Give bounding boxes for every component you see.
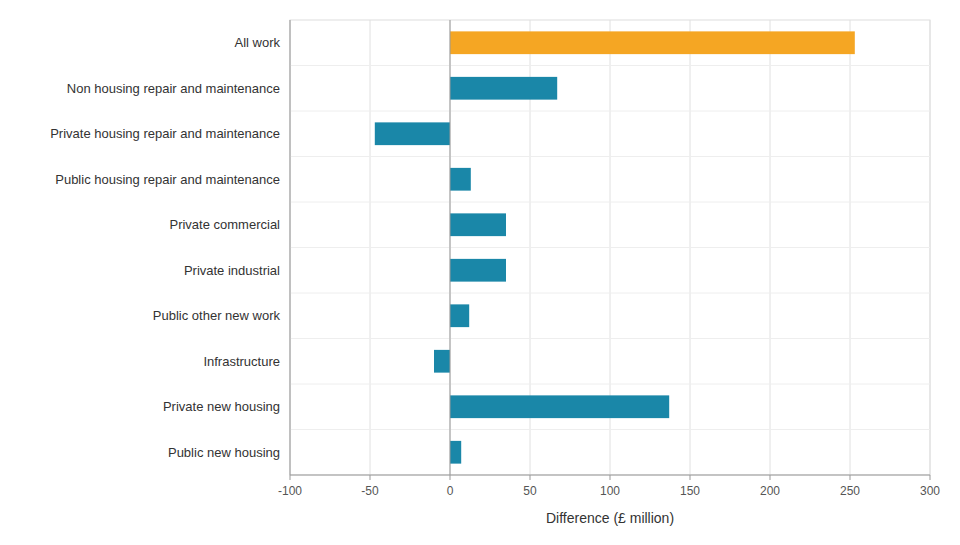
y-axis-line xyxy=(290,20,291,475)
zero-line xyxy=(450,20,451,475)
chart-container: -100 -50 0 50 100 150 200 250 300 All work Non hou… xyxy=(0,0,960,545)
tick-label: -100 xyxy=(278,484,302,498)
chart-svg: -100 -50 0 50 100 150 200 250 300 All work Non hou… xyxy=(0,0,960,545)
tick-label: -50 xyxy=(361,484,379,498)
category-label: Private industrial xyxy=(184,263,280,278)
plot-area xyxy=(290,20,930,475)
category-label: Public new housing xyxy=(168,445,280,460)
category-label: Public housing repair and maintenance xyxy=(55,172,280,187)
page: {"chart_data": {"type": "bar", "orientat… xyxy=(0,0,960,545)
tick-label: 300 xyxy=(920,484,940,498)
grid-line xyxy=(450,20,451,475)
tick-mark xyxy=(450,475,451,480)
category-label: Private commercial xyxy=(169,217,280,232)
row-divider xyxy=(290,384,930,385)
row-divider xyxy=(290,338,930,339)
category-label: Non housing repair and maintenance xyxy=(67,81,280,96)
y-labels: All work Non housing repair and maintenan… xyxy=(50,35,280,460)
tick-label: 250 xyxy=(840,484,860,498)
tick-label: 50 xyxy=(523,484,537,498)
row-divider xyxy=(290,65,930,66)
x-axis-label: Difference (£ million) xyxy=(546,510,674,526)
tick-mark xyxy=(930,475,931,480)
bar xyxy=(450,77,557,100)
bars xyxy=(375,31,855,463)
bar xyxy=(450,304,469,327)
row-divider xyxy=(290,202,930,203)
bar xyxy=(450,395,669,418)
tick-mark xyxy=(610,475,611,480)
category-label: All work xyxy=(234,35,280,50)
bar xyxy=(434,350,450,373)
bar xyxy=(450,31,855,54)
bar xyxy=(450,259,506,282)
bar xyxy=(450,213,506,236)
x-grid xyxy=(290,20,930,475)
grid-line xyxy=(290,20,291,475)
bar xyxy=(450,441,461,464)
tick-label: 0 xyxy=(447,484,454,498)
tick-mark xyxy=(690,475,691,480)
row-dividers xyxy=(290,66,930,430)
tick-mark xyxy=(290,475,291,480)
category-label: Private housing repair and maintenance xyxy=(50,126,280,141)
tick-label: 200 xyxy=(760,484,780,498)
x-ticks: -100 -50 0 50 100 150 200 250 300 xyxy=(278,475,940,498)
tick-label: 150 xyxy=(680,484,700,498)
tick-label: 100 xyxy=(600,484,620,498)
category-label: Infrastructure xyxy=(203,354,280,369)
category-label: Public other new work xyxy=(153,308,281,323)
category-label: Private new housing xyxy=(163,399,280,414)
tick-mark xyxy=(770,475,771,480)
tick-mark xyxy=(850,475,851,480)
bar xyxy=(375,122,450,145)
row-divider xyxy=(290,247,930,248)
bar xyxy=(450,168,471,191)
x-axis-line xyxy=(290,475,930,476)
row-divider xyxy=(290,429,930,430)
row-divider xyxy=(290,156,930,157)
row-divider xyxy=(290,111,930,112)
tick-mark xyxy=(370,475,371,480)
row-divider xyxy=(290,293,930,294)
tick-mark xyxy=(530,475,531,480)
